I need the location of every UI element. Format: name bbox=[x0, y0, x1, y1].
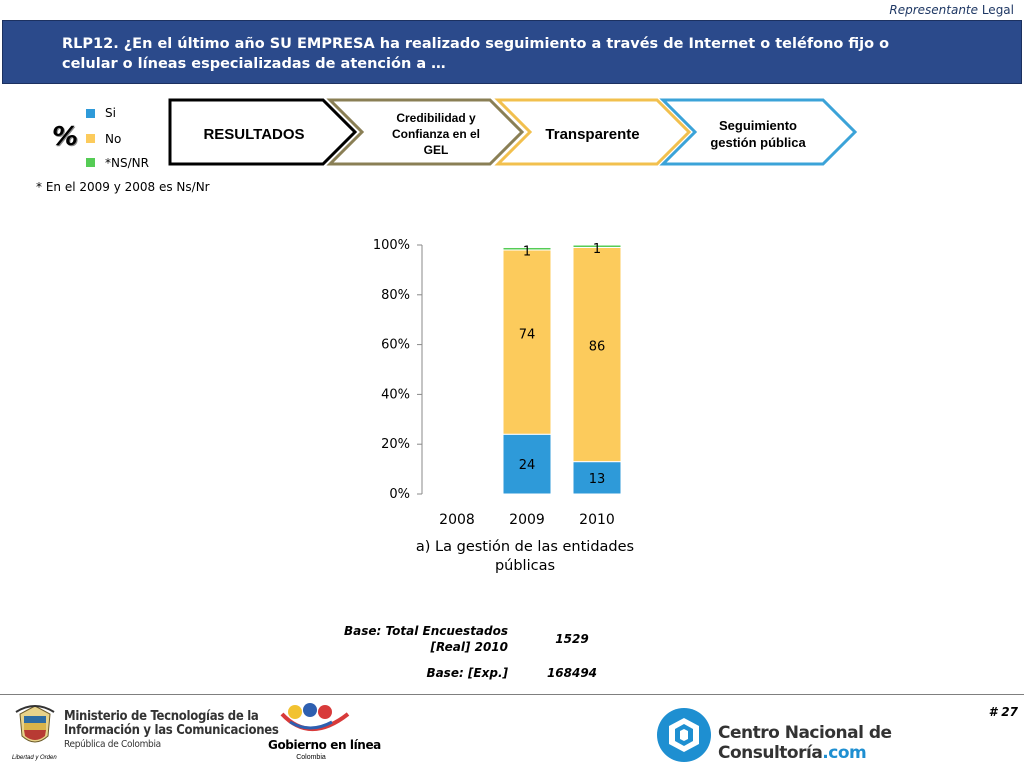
data-label: 24 bbox=[519, 458, 536, 473]
legend-label-nsnr: *NS/NR bbox=[105, 156, 149, 170]
step-arrow-credibilidad bbox=[326, 98, 525, 166]
legend-swatch-nsnr bbox=[86, 158, 95, 167]
step-label-credibilidad: Credibilidad y Confianza en el GEL bbox=[391, 111, 480, 157]
bar-segment bbox=[572, 461, 622, 495]
gel-name: Gobierno en línea bbox=[268, 738, 381, 752]
footnote: * En el 2009 y 2008 es Ns/Nr bbox=[36, 180, 210, 194]
step-arrow-transparente bbox=[494, 98, 692, 166]
bar-segment bbox=[502, 433, 552, 495]
data-label: 13 bbox=[589, 472, 606, 487]
percent-symbol: % bbox=[52, 122, 79, 152]
y-tick-label: 60% bbox=[381, 338, 410, 353]
step-label-seguimiento: Seguimiento gestión pública bbox=[710, 118, 806, 150]
bar-segment bbox=[502, 246, 552, 251]
bar-segment bbox=[502, 249, 552, 435]
stacked-bar-chart: 0% 20% 40% 60% 80% 100% 2008 2009 24 74 1 2010 13 86 1 bbox=[373, 238, 622, 528]
data-label: 1 bbox=[593, 242, 601, 257]
slide-title: RLP12. ¿En el último año SU EMPRESA ha r… bbox=[62, 36, 890, 72]
presenter-tag: Representante Legal bbox=[889, 3, 1014, 17]
bar-segment bbox=[572, 244, 622, 248]
bar-segment bbox=[572, 246, 622, 463]
legend-label-no: No bbox=[105, 132, 122, 146]
step-arrow-seguimiento bbox=[659, 98, 858, 166]
data-label: 74 bbox=[519, 327, 536, 342]
legend-swatch-si bbox=[86, 109, 95, 118]
y-tick-label: 20% bbox=[381, 437, 410, 452]
ministry-line-2: Información y las Comunicaciones bbox=[64, 723, 279, 738]
cnc-name: Centro Nacional de Consultoría.com bbox=[718, 723, 892, 763]
ministry-name: Ministerio de Tecnologías de la Informac… bbox=[64, 710, 279, 752]
step-label-resultados: RESULTADOS bbox=[203, 125, 305, 143]
y-tick-label: 40% bbox=[381, 387, 410, 402]
ministry-line-3: República de Colombia bbox=[64, 739, 161, 750]
step-label-transparente: Transparente bbox=[545, 125, 640, 143]
base-total-label: Base: Total Encuestados [Real] 2010 bbox=[344, 624, 508, 654]
legend-swatch-no bbox=[86, 134, 95, 143]
gel-country: Colombia bbox=[296, 754, 326, 761]
base-total-value: 1529 bbox=[555, 632, 589, 646]
base-exp-value: 168494 bbox=[546, 666, 598, 680]
x-tick-label: 2009 bbox=[509, 512, 545, 528]
ministry-line-1: Ministerio de Tecnologías de la bbox=[64, 709, 259, 724]
data-label: 1 bbox=[523, 244, 531, 259]
legend-label-si: Si bbox=[105, 106, 116, 120]
ministry-motto: Libertad y Orden bbox=[12, 755, 57, 761]
x-tick-label: 2010 bbox=[579, 512, 615, 528]
y-tick-label: 0% bbox=[389, 487, 410, 502]
base-exp-label: Base: [Exp.] bbox=[426, 666, 508, 680]
data-label: 86 bbox=[589, 339, 606, 354]
y-tick-label: 100% bbox=[373, 238, 410, 253]
step-arrow-resultados bbox=[168, 98, 358, 166]
process-chevrons bbox=[168, 98, 858, 166]
y-tick-label: 80% bbox=[381, 288, 410, 303]
colombia-coat-of-arms-icon bbox=[15, 705, 55, 743]
footer-divider bbox=[0, 694, 1024, 695]
gobierno-en-linea-figures-icon bbox=[280, 703, 350, 731]
cnc-logo-icon bbox=[657, 708, 711, 762]
title-bar bbox=[2, 20, 1022, 84]
x-tick-label: 2008 bbox=[439, 512, 475, 528]
page-number: # 27 bbox=[988, 705, 1018, 719]
chart-xlabel: a) La gestión de las entidades públicas bbox=[415, 539, 635, 574]
